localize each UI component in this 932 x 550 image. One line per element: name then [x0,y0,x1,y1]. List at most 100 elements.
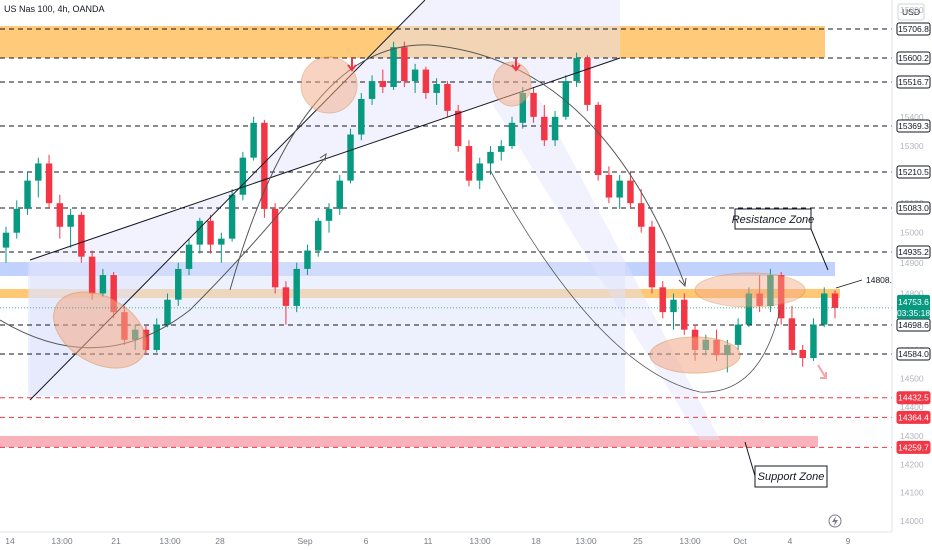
candle-body-40 [433,84,440,93]
x-tick-label-10: 13:00 [575,536,597,546]
ellipse-low-left [53,291,147,369]
y-tick-label-15: 14200 [900,459,924,469]
candle-body-22 [239,157,247,195]
support-zone-band [0,436,818,447]
candle-body-43 [465,146,473,181]
candle-body-50 [541,116,548,141]
level-tags: 15706.8 15600.2 15516.7 15369.3 15210.5 15083… [896,22,931,454]
level-tag-bg-0 [896,22,931,36]
candle-body-34 [368,81,376,99]
candle-body-23 [250,122,257,158]
resistance-label: Resistance Zone [732,214,815,226]
level-tag-bg-8 [896,347,931,361]
arrow-head-left [319,152,327,162]
candle-body-19 [207,220,214,245]
candle-body-4 [45,163,53,204]
y-tick-label-8: 14900 [900,258,924,268]
candle-body-69 [745,293,753,325]
price-axis: USD 158001570015600154001530015200151001… [891,0,932,550]
level-tag-bg-10 [896,410,931,424]
arrow-head-top [678,277,687,288]
countdown-tag: 03:35:18 [897,308,930,318]
candle-body-54 [584,58,591,105]
x-tick-label-0: 14 [5,536,15,546]
x-tick-label-9: 18 [531,536,541,546]
candle-body-2 [24,180,31,209]
level-tag-2: 15516.7 [898,77,929,87]
x-tick-label-4: 28 [215,536,225,546]
candle-body-26 [282,287,290,306]
x-tick-label-7: 11 [424,536,433,546]
level-tag-5: 15083.0 [898,203,929,213]
currency-badge[interactable] [897,3,925,21]
y-tick-label-9: 14800 [900,288,924,298]
candle-body-42 [454,110,462,147]
candle-body-61 [659,287,666,313]
cup-arc [489,169,781,393]
x-tick-label-8: 13:00 [469,536,491,546]
lightning-icon[interactable] [828,514,842,528]
candle-body-55 [594,104,602,175]
ellipse-bottom [649,336,741,374]
candle-body-74 [799,349,806,359]
projection-arc-left [0,157,326,349]
candle-body-21 [228,194,236,239]
candle-body-6 [67,214,74,227]
level-tag-11: 14259.7 [898,442,929,452]
ellipse-top-1 [300,56,358,114]
candle-body-36 [390,47,397,87]
candle-body-0 [2,232,10,248]
candle-body-57 [616,180,623,198]
candle-body-62 [670,299,677,313]
candle-body-27 [293,268,300,306]
x-tick-label-1: 13:00 [51,536,73,546]
support-label: Support Zone [758,471,825,483]
candle-body-30 [325,208,333,221]
y-tick-label-4: 15300 [900,141,924,151]
level-tag-4: 15210.5 [898,167,929,177]
candle-body-5 [56,203,64,227]
marker-label: 14808.0 [866,275,897,285]
level-tag-bg-4 [896,165,931,179]
candle-body-46 [498,146,505,152]
candle-body-10 [110,275,117,313]
candle-body-9 [99,275,107,294]
ellipse-top-2 [492,61,532,107]
level-tag-3: 15369.3 [898,121,929,131]
candle-body-76 [821,293,828,325]
candle-body-33 [358,98,365,135]
candle-body-41 [444,84,451,111]
y-tick-label-12: 14500 [900,373,924,383]
current-price-tag: 14753.6 [898,297,929,307]
candle-body-37 [401,47,408,82]
candle-body-1 [13,208,20,233]
candle-body-70 [756,293,763,306]
y-tick-label-3: 15400 [900,112,924,122]
candle-body-18 [196,220,204,245]
candle-body-47 [508,122,516,147]
candle-body-28 [304,250,311,269]
candle-body-14 [153,324,160,350]
y-tick-label-14: 14300 [900,431,924,441]
candle-body-25 [271,208,279,288]
x-tick-label-13: Oct [733,536,747,546]
x-tick-label-15: 9 [846,536,851,546]
candle-body-77 [831,293,839,308]
candle-body-58 [627,180,634,204]
x-tick-label-14: 4 [788,536,793,546]
candle-body-32 [347,134,354,181]
level-tag-bg-5 [896,201,931,215]
x-tick-label-12: 13:00 [679,536,701,546]
resistance-callout-pointer [810,228,829,271]
level-tag-bg-6 [896,245,931,259]
level-tag-bg-9 [896,391,931,405]
drawing-tools: Resistance Zone Support Zone 14808.0 [0,0,897,488]
candle-body-39 [422,69,430,93]
ascending-channel [30,0,620,400]
chart-title: US Nas 100, 4h, OANDA [4,4,105,14]
level-tag-8: 14584.0 [898,349,929,359]
level-tag-7: 14698.6 [898,320,929,330]
candle-body-75 [810,324,817,359]
candle-body-24 [261,122,268,209]
